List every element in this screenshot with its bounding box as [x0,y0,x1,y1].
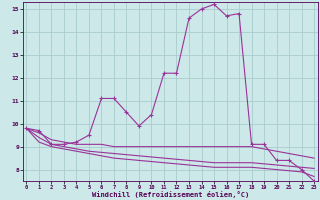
X-axis label: Windchill (Refroidissement éolien,°C): Windchill (Refroidissement éolien,°C) [92,191,249,198]
